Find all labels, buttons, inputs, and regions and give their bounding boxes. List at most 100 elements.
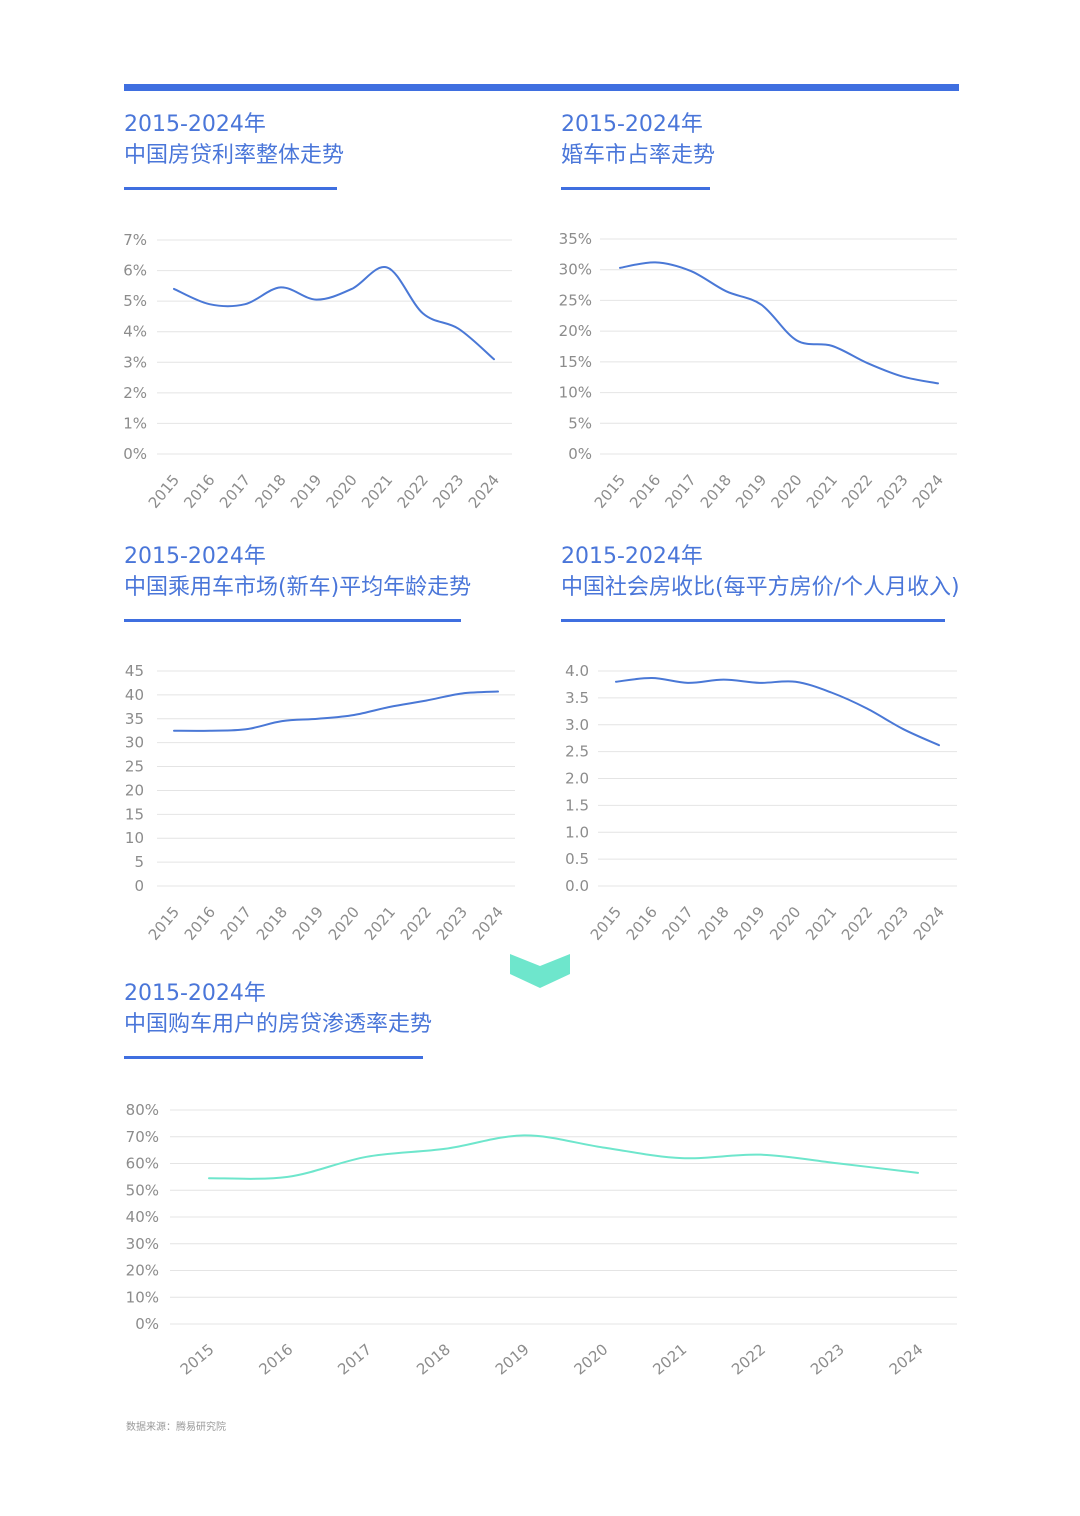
x-tick-label: 2020 (325, 903, 363, 944)
x-tick-label: 2019 (287, 471, 325, 512)
chart-1: 0% 1% 2% 3% 4% 5% 6% 7% 201520162017201820192020… (123, 231, 512, 512)
y-tick-label: 10% (126, 1288, 159, 1306)
x-tick-label: 2017 (661, 471, 699, 512)
y-tick-label: 30% (126, 1235, 159, 1253)
y-tick-label: 0.5 (565, 850, 589, 868)
x-tick-label: 2020 (767, 471, 805, 512)
x-tick-label: 2024 (469, 903, 507, 944)
x-tick-label: 2023 (429, 471, 467, 512)
series-line (619, 261, 939, 385)
x-tick-label: 2022 (397, 903, 435, 944)
y-tick-label: 25 (125, 758, 144, 776)
x-tick-label: 2019 (492, 1340, 533, 1378)
series-line (615, 676, 940, 747)
y-tick-label: 4% (123, 323, 147, 341)
y-tick-label: 30% (559, 261, 592, 279)
chart-4-title: 2015-2024年 (561, 544, 703, 569)
series-line (208, 1134, 919, 1180)
x-tick-label: 2024 (910, 903, 948, 944)
y-tick-label: 3.5 (565, 689, 589, 707)
x-tick-label: 2023 (807, 1340, 848, 1378)
chart-2-subtitle: 婚车市占率走势 (561, 143, 716, 168)
y-tick-label: 5% (123, 292, 147, 310)
data-source-note: 数据来源：腾易研究院 (126, 1422, 226, 1433)
x-tick-label: 2022 (838, 471, 876, 512)
x-tick-label: 2016 (623, 903, 661, 944)
chart-3: 0510152025303540452015201620172018201920… (125, 662, 515, 944)
series-line (173, 690, 499, 732)
y-tick-label: 0 (134, 877, 144, 895)
x-tick-label: 2018 (253, 903, 291, 944)
chart-4-header: 2015-2024年 中国社会房收比(每平方房价/个人月收入) (561, 541, 960, 603)
chart-4-title-rule (561, 619, 945, 622)
y-tick-label: 3.0 (565, 716, 589, 734)
x-tick-label: 2017 (217, 903, 255, 944)
x-tick-label: 2018 (413, 1340, 454, 1378)
chevron-down-icon (510, 954, 570, 988)
x-tick-label: 2018 (694, 903, 732, 944)
x-tick-label: 2019 (730, 903, 768, 944)
y-tick-label: 20 (125, 781, 144, 799)
chart-5-header: 2015-2024年 中国购车用户的房贷渗透率走势 (124, 978, 432, 1040)
x-tick-label: 2023 (874, 903, 912, 944)
y-tick-label: 0% (568, 445, 592, 463)
x-tick-label: 2021 (358, 471, 396, 512)
y-tick-label: 4.0 (565, 662, 589, 680)
y-tick-label: 15 (125, 805, 144, 823)
chart-3-header: 2015-2024年 中国乘用车市场(新车)平均年龄走势 (124, 541, 471, 603)
y-tick-label: 2.0 (565, 770, 589, 788)
y-tick-label: 10% (559, 384, 592, 402)
x-tick-label: 2022 (838, 903, 876, 944)
x-tick-label: 2016 (180, 471, 218, 512)
x-tick-label: 2016 (256, 1340, 297, 1378)
x-tick-label: 2019 (289, 903, 327, 944)
y-tick-label: 70% (126, 1128, 159, 1146)
chart-1-title: 2015-2024年 (124, 112, 266, 137)
y-tick-label: 3% (123, 353, 147, 371)
y-tick-label: 25% (559, 291, 592, 309)
y-tick-label: 60% (126, 1155, 159, 1173)
chart-2-title: 2015-2024年 (561, 112, 703, 137)
y-tick-label: 0.0 (565, 877, 589, 895)
x-tick-label: 2020 (571, 1340, 612, 1378)
chart-5-title-rule (124, 1056, 423, 1059)
y-tick-label: 2.5 (565, 743, 589, 761)
x-tick-label: 2024 (886, 1340, 927, 1378)
y-tick-label: 40% (126, 1208, 159, 1226)
x-tick-label: 2021 (802, 903, 840, 944)
y-tick-label: 35 (125, 710, 144, 728)
chart-2: 0%5%10%15%20%25%30%35%201520162017201820… (559, 230, 957, 512)
x-tick-label: 2015 (145, 903, 183, 944)
x-tick-label: 2022 (394, 471, 432, 512)
x-tick-label: 2019 (732, 471, 770, 512)
y-tick-label: 50% (126, 1181, 159, 1199)
x-tick-label: 2020 (766, 903, 804, 944)
y-tick-label: 15% (559, 353, 592, 371)
y-tick-label: 1.0 (565, 823, 589, 841)
y-tick-label: 45 (125, 662, 144, 680)
top-accent-bar (124, 84, 959, 91)
x-tick-label: 2015 (177, 1340, 218, 1378)
chart-3-subtitle: 中国乘用车市场(新车)平均年龄走势 (124, 575, 472, 600)
y-tick-label: 0% (123, 445, 147, 463)
chart-4-subtitle: 中国社会房收比(每平方房价/个人月收入) (561, 575, 960, 600)
x-tick-label: 2021 (803, 471, 841, 512)
x-tick-label: 2016 (626, 471, 664, 512)
x-tick-label: 2017 (334, 1340, 375, 1378)
y-tick-label: 7% (123, 231, 147, 249)
x-tick-label: 2017 (216, 471, 254, 512)
chart-5-subtitle: 中国购车用户的房贷渗透率走势 (124, 1012, 433, 1037)
y-tick-label: 5 (134, 853, 144, 871)
x-tick-label: 2018 (251, 471, 289, 512)
y-tick-label: 20% (126, 1262, 159, 1280)
chart-1-subtitle: 中国房贷利率整体走势 (124, 143, 345, 168)
x-tick-label: 2021 (649, 1340, 690, 1378)
x-tick-label: 2023 (873, 471, 911, 512)
chart-1-header: 2015-2024年 中国房贷利率整体走势 (124, 109, 344, 171)
y-tick-label: 40 (125, 686, 144, 704)
chart-5: 0% 10% 20% 30% 40% 50% 60% 70% 80% 2015 2016 2017 20… (126, 1101, 957, 1379)
y-tick-label: 10 (125, 829, 144, 847)
y-tick-label: 35% (559, 230, 592, 248)
x-tick-label: 2017 (659, 903, 697, 944)
